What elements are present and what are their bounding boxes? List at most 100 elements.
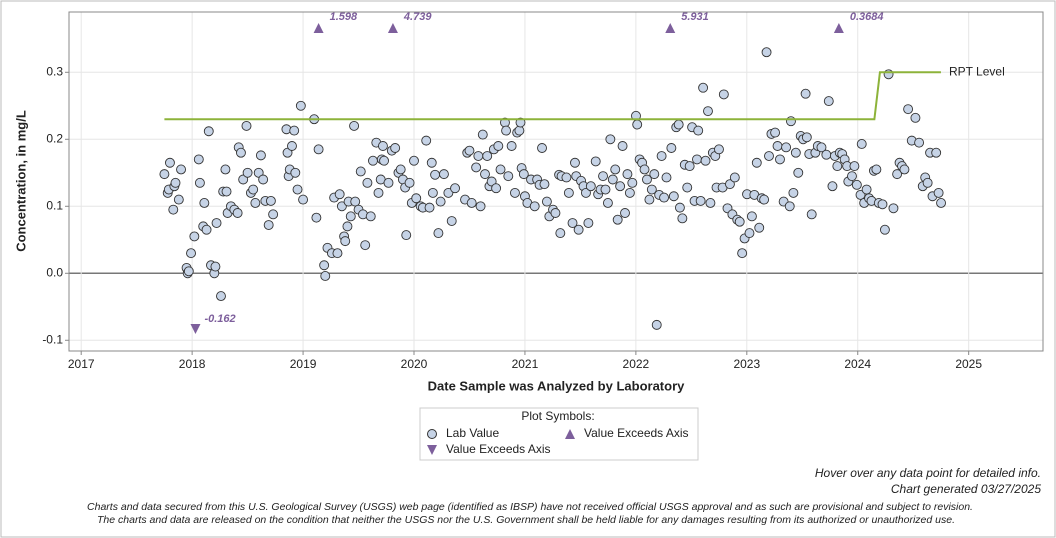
data-point xyxy=(424,202,435,213)
data-point xyxy=(194,177,205,188)
data-point xyxy=(334,189,345,200)
data-point xyxy=(883,69,894,80)
legend-box xyxy=(419,407,699,461)
data-point xyxy=(471,162,482,173)
data-point xyxy=(563,187,574,198)
data-point xyxy=(659,192,669,203)
data-point xyxy=(598,171,608,182)
data-point xyxy=(510,187,520,198)
data-point xyxy=(764,151,774,161)
exceeds-marker xyxy=(387,23,398,33)
data-point xyxy=(186,248,196,259)
data-point xyxy=(861,184,872,195)
data-point xyxy=(612,214,623,225)
data-point xyxy=(816,142,827,153)
data-point xyxy=(503,171,514,182)
data-point xyxy=(282,147,293,158)
data-point xyxy=(656,151,667,161)
data-point xyxy=(705,197,716,208)
data-point xyxy=(443,187,454,198)
x-tick-label: 2017 xyxy=(68,357,95,371)
data-point xyxy=(877,199,888,210)
data-point xyxy=(642,174,652,185)
data-point xyxy=(235,147,246,158)
data-point xyxy=(561,172,572,183)
data-point xyxy=(682,182,693,193)
data-point xyxy=(620,208,630,218)
data-point xyxy=(395,164,406,175)
data-point xyxy=(203,126,214,137)
data-point xyxy=(289,125,300,136)
data-point xyxy=(340,236,351,247)
data-point xyxy=(933,187,944,198)
data-point xyxy=(684,161,695,172)
data-point xyxy=(365,211,376,222)
data-point xyxy=(477,129,488,140)
data-point xyxy=(583,218,594,228)
data-point xyxy=(737,248,748,259)
data-point xyxy=(514,125,525,136)
data-point xyxy=(910,112,921,123)
data-point xyxy=(790,147,801,158)
data-point xyxy=(493,141,504,151)
data-point xyxy=(250,197,261,208)
x-tick-label: 2019 xyxy=(290,357,317,371)
data-point xyxy=(759,194,770,205)
data-point xyxy=(849,161,860,172)
data-point xyxy=(435,196,446,207)
data-point xyxy=(362,177,373,188)
data-point xyxy=(605,134,616,145)
y-tick-label: 0.1 xyxy=(46,198,63,212)
data-point xyxy=(193,154,204,165)
data-point xyxy=(936,197,947,208)
data-point xyxy=(585,181,596,192)
y-tick-label: 0.2 xyxy=(46,131,63,145)
data-point xyxy=(668,191,679,202)
data-point xyxy=(786,116,796,127)
data-point xyxy=(216,291,226,302)
data-point xyxy=(439,169,449,180)
data-point xyxy=(607,174,618,185)
data-point xyxy=(311,212,322,223)
data-point xyxy=(421,135,432,146)
data-point xyxy=(781,142,792,153)
data-point xyxy=(639,164,650,175)
exceeds-label: 1.598 xyxy=(330,11,358,23)
data-point xyxy=(695,195,706,206)
data-point xyxy=(368,155,378,166)
disclaimer: Charts and data secured from this U.S. G… xyxy=(87,501,973,513)
data-point xyxy=(238,174,249,185)
data-point xyxy=(617,141,628,151)
data-point xyxy=(661,172,672,183)
data-point xyxy=(855,189,866,200)
data-point xyxy=(248,184,259,195)
data-point xyxy=(871,164,882,175)
legend-label: Lab Value xyxy=(446,426,499,440)
data-point xyxy=(377,141,388,151)
data-point xyxy=(379,155,390,166)
data-point xyxy=(772,141,783,151)
data-point xyxy=(677,213,688,224)
data-point xyxy=(263,220,274,230)
data-point xyxy=(241,120,252,131)
y-tick-label: 0.3 xyxy=(46,64,63,78)
data-point xyxy=(319,260,330,271)
data-point xyxy=(922,177,933,188)
marks: RPT Level 1.598 4.739 5.931 0.3684 -0.162 xyxy=(159,11,1005,334)
reference-label: RPT Level xyxy=(949,64,1005,78)
data-point xyxy=(210,261,221,272)
data-point xyxy=(698,82,709,93)
data-point xyxy=(486,176,497,187)
data-point xyxy=(404,177,415,188)
data-point xyxy=(290,167,301,178)
data-point xyxy=(466,197,477,208)
data-point xyxy=(644,194,655,205)
data-point xyxy=(159,169,170,180)
disclaimer: The charts and data are released on the … xyxy=(97,514,955,526)
data-point xyxy=(761,47,772,58)
x-tick-label: 2018 xyxy=(179,357,206,371)
data-point xyxy=(729,172,740,183)
y-tick-label: -0.1 xyxy=(42,332,63,346)
data-point xyxy=(590,156,601,167)
